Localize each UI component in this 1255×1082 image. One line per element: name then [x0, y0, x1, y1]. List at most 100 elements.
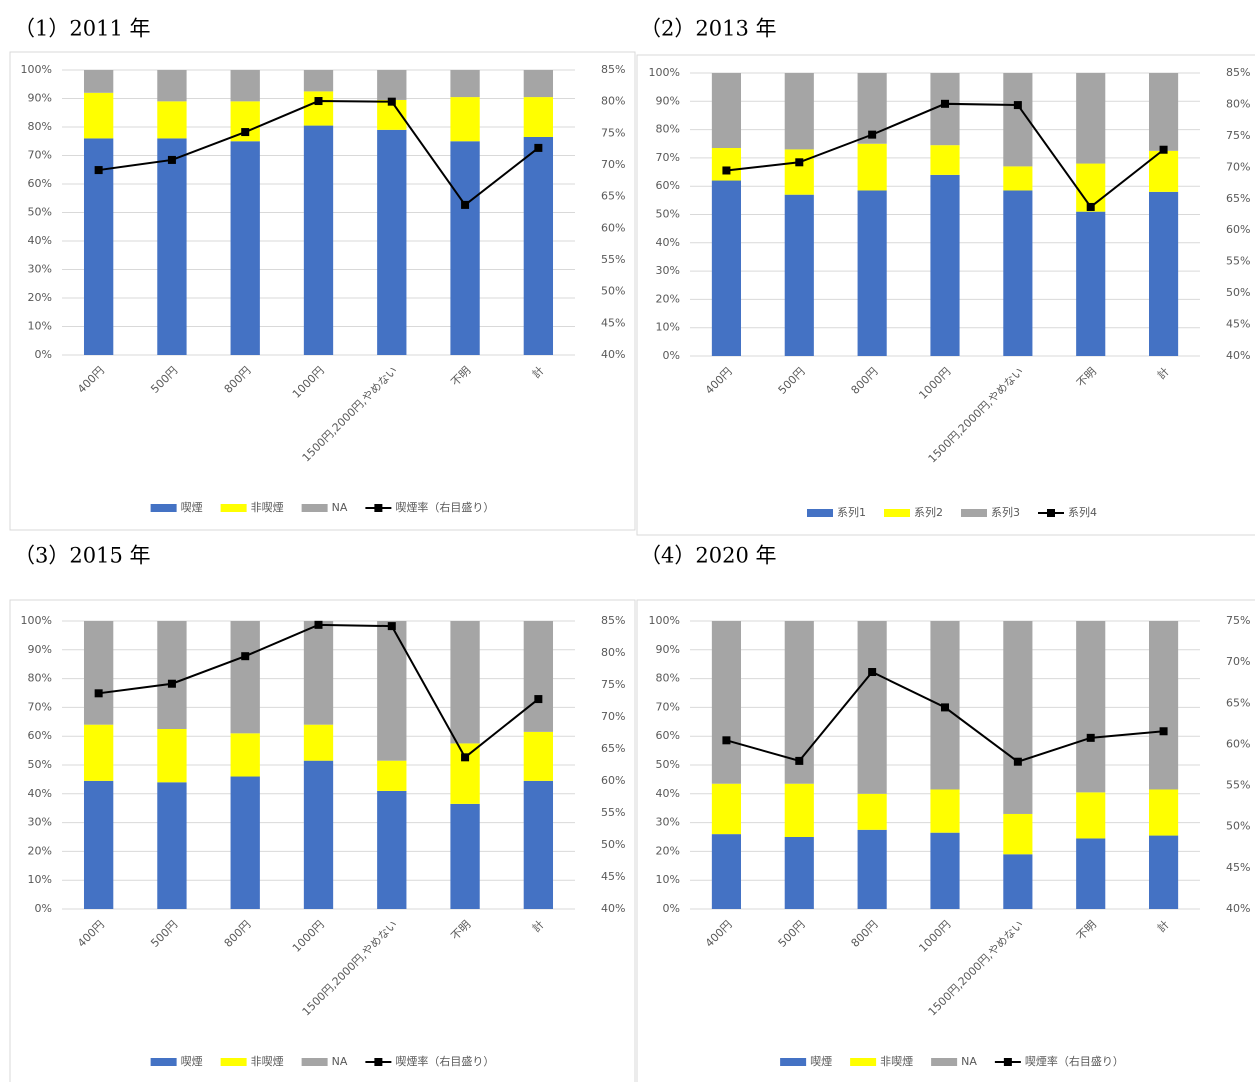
bar-segment — [523, 97, 554, 137]
bar-segment — [857, 621, 887, 794]
legend-swatch — [220, 504, 247, 512]
bar-segment — [377, 790, 407, 909]
y-tick-label: 0% — [663, 902, 680, 915]
y-tick-label: 90% — [656, 94, 680, 107]
bar-segment — [230, 621, 260, 734]
bar-segment — [523, 780, 554, 909]
y2-tick-label: 80% — [601, 95, 625, 108]
y-tick-label: 100% — [649, 614, 680, 627]
line-marker — [941, 703, 949, 712]
y2-tick-label: 45% — [601, 316, 625, 329]
bar-segment — [711, 180, 741, 356]
bar-segment — [523, 136, 554, 355]
y-tick-label: 60% — [656, 729, 680, 742]
y2-tick-label: 80% — [601, 646, 625, 659]
y-tick-label: 10% — [656, 873, 680, 886]
bar-segment — [157, 621, 187, 729]
bar-segment — [784, 73, 814, 150]
legend-marker — [374, 1058, 383, 1066]
legend-label: 喫煙 — [810, 1055, 832, 1068]
bar-segment — [230, 733, 260, 777]
legend-swatch — [150, 504, 177, 512]
y2-tick-label: 65% — [601, 742, 625, 755]
y2-tick-label: 60% — [1226, 737, 1250, 750]
bar-segment — [711, 834, 741, 909]
y2-tick-label: 55% — [601, 253, 625, 266]
legend-label: NA — [332, 1055, 348, 1068]
legend-label: 喫煙率（右目盛り） — [395, 1054, 494, 1068]
legend-label: 喫煙率（右目盛り） — [1025, 1054, 1124, 1068]
bar-segment — [303, 621, 334, 725]
bar-segment — [857, 143, 887, 191]
y-tick-label: 60% — [28, 177, 52, 190]
y2-tick-label: 85% — [601, 614, 625, 627]
bar-segment — [157, 70, 187, 102]
y-tick-label: 40% — [28, 234, 52, 247]
bar-segment — [930, 174, 960, 356]
y2-tick-label: 70% — [1226, 655, 1250, 668]
line-marker — [795, 158, 804, 167]
bar-segment — [857, 829, 887, 909]
legend-swatch — [301, 504, 328, 512]
bar-segment — [1149, 73, 1179, 151]
line-marker — [1013, 757, 1022, 766]
bar-segment — [450, 621, 480, 744]
y-tick-label: 70% — [28, 700, 52, 713]
y-tick-label: 50% — [656, 758, 680, 771]
y-tick-label: 90% — [656, 643, 680, 656]
bar-segment — [1149, 835, 1179, 909]
bar-segment — [930, 145, 960, 175]
bar-segment — [784, 149, 814, 195]
line-marker — [241, 652, 250, 661]
line-marker — [722, 736, 731, 745]
chart-title: （2）2013 年 — [640, 17, 776, 41]
bar-segment — [377, 621, 407, 761]
legend-label: 喫煙率（右目盛り） — [395, 500, 494, 514]
y2-tick-label: 75% — [1226, 129, 1250, 142]
y-tick-label: 50% — [28, 758, 52, 771]
y2-tick-label: 50% — [601, 838, 625, 851]
chart-title: （3）2015 年 — [14, 544, 150, 568]
y2-tick-label: 85% — [1226, 66, 1250, 79]
bar-segment — [157, 138, 187, 355]
y-tick-label: 20% — [28, 844, 52, 857]
bar-segment — [377, 129, 407, 355]
y-tick-label: 100% — [649, 66, 680, 79]
line-marker — [167, 679, 176, 688]
y-tick-label: 60% — [28, 729, 52, 742]
y2-tick-label: 45% — [1226, 861, 1250, 874]
line-marker — [534, 695, 543, 704]
bar-segment — [1003, 854, 1033, 909]
legend-label: 喫煙 — [181, 1055, 203, 1068]
bar-segment — [450, 803, 480, 909]
y2-tick-label: 45% — [1226, 318, 1250, 331]
y-tick-label: 40% — [656, 236, 680, 249]
line-marker — [1086, 202, 1095, 211]
y2-tick-label: 65% — [1226, 192, 1250, 205]
y2-tick-label: 75% — [1226, 614, 1250, 627]
y2-tick-label: 40% — [1226, 902, 1250, 915]
legend: 喫煙 非喫煙 NA 喫煙率（右目盛り） — [150, 1054, 494, 1068]
y2-tick-label: 85% — [601, 63, 625, 76]
bar-segment — [711, 783, 741, 835]
legend-swatch — [301, 1058, 328, 1066]
legend-marker — [1003, 1058, 1012, 1066]
bar-segment — [450, 70, 480, 98]
line-marker — [795, 756, 804, 765]
line-marker — [461, 753, 470, 762]
legend-label: 系列1 — [837, 505, 866, 519]
bar-segment — [1003, 621, 1033, 814]
legend: 喫煙 非喫煙 NA 喫煙率（右目盛り） — [780, 1054, 1124, 1068]
legend-label: NA — [332, 501, 348, 514]
line-marker — [94, 689, 103, 698]
bar-segment — [450, 743, 480, 804]
chart-title: （4）2020 年 — [640, 544, 776, 568]
legend-label: 非喫煙 — [251, 1055, 284, 1068]
bar-segment — [230, 776, 260, 909]
bar-segment — [1076, 838, 1106, 909]
bar-segment — [83, 780, 114, 909]
line-marker — [387, 622, 396, 631]
y-tick-label: 80% — [656, 672, 680, 685]
y-tick-label: 60% — [656, 179, 680, 192]
